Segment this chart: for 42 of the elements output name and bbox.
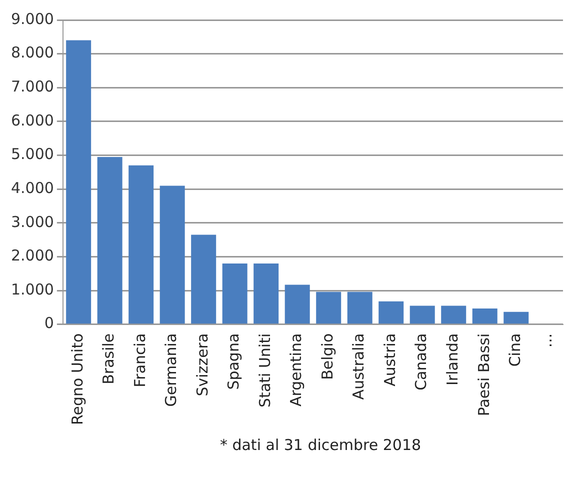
y-tick-label: 3.000 bbox=[10, 212, 54, 231]
x-tick-label: Argentina bbox=[287, 333, 306, 407]
y-tick-label: 9.000 bbox=[10, 10, 54, 28]
bar bbox=[316, 292, 342, 324]
x-tick-label: Germania bbox=[162, 333, 180, 407]
y-tick-label: 7.000 bbox=[10, 78, 54, 96]
y-tick-label: 0 bbox=[44, 314, 54, 332]
x-tick-label: ... bbox=[537, 333, 556, 348]
y-tick-label: 1.000 bbox=[10, 280, 54, 298]
x-tick-label: Paesi Bassi bbox=[474, 333, 493, 416]
y-tick-label: 6.000 bbox=[10, 111, 54, 130]
x-tick-label: Spagna bbox=[224, 333, 243, 390]
y-tick-label: 2.000 bbox=[10, 246, 54, 265]
bar bbox=[97, 156, 122, 324]
text: * dati al 31 dicembre 2018 bbox=[218, 436, 422, 454]
bar bbox=[160, 186, 185, 324]
bar bbox=[66, 40, 92, 324]
bar bbox=[378, 301, 404, 324]
x-tick-label: Francia bbox=[130, 333, 149, 388]
bar bbox=[254, 263, 279, 324]
bar bbox=[128, 165, 154, 324]
y-tick-label: 8.000 bbox=[10, 44, 54, 62]
bar bbox=[441, 306, 466, 324]
bar bbox=[472, 308, 498, 324]
x-tick-label: Australia bbox=[350, 333, 368, 400]
bar bbox=[222, 263, 248, 324]
x-tick-label: Belgio bbox=[318, 333, 336, 380]
x-tick-label: Irlanda bbox=[444, 333, 462, 386]
bar bbox=[504, 312, 529, 324]
x-tick-label: Brasile bbox=[100, 333, 118, 384]
x-tick-label: Austria bbox=[380, 333, 399, 386]
x-tick-label: Svizzera bbox=[193, 333, 212, 396]
x-tick-label: Cina bbox=[506, 333, 524, 367]
bar bbox=[347, 292, 372, 324]
y-tick-label: 5.000 bbox=[10, 145, 54, 164]
x-tick-label: Regno Unito bbox=[68, 333, 86, 426]
bar bbox=[284, 284, 310, 324]
x-tick-label: Stati Uniti bbox=[256, 333, 274, 408]
x-tick-label: Canada bbox=[412, 333, 430, 390]
bar bbox=[191, 234, 216, 324]
bar bbox=[410, 306, 435, 324]
y-tick-label: 4.000 bbox=[10, 178, 54, 197]
